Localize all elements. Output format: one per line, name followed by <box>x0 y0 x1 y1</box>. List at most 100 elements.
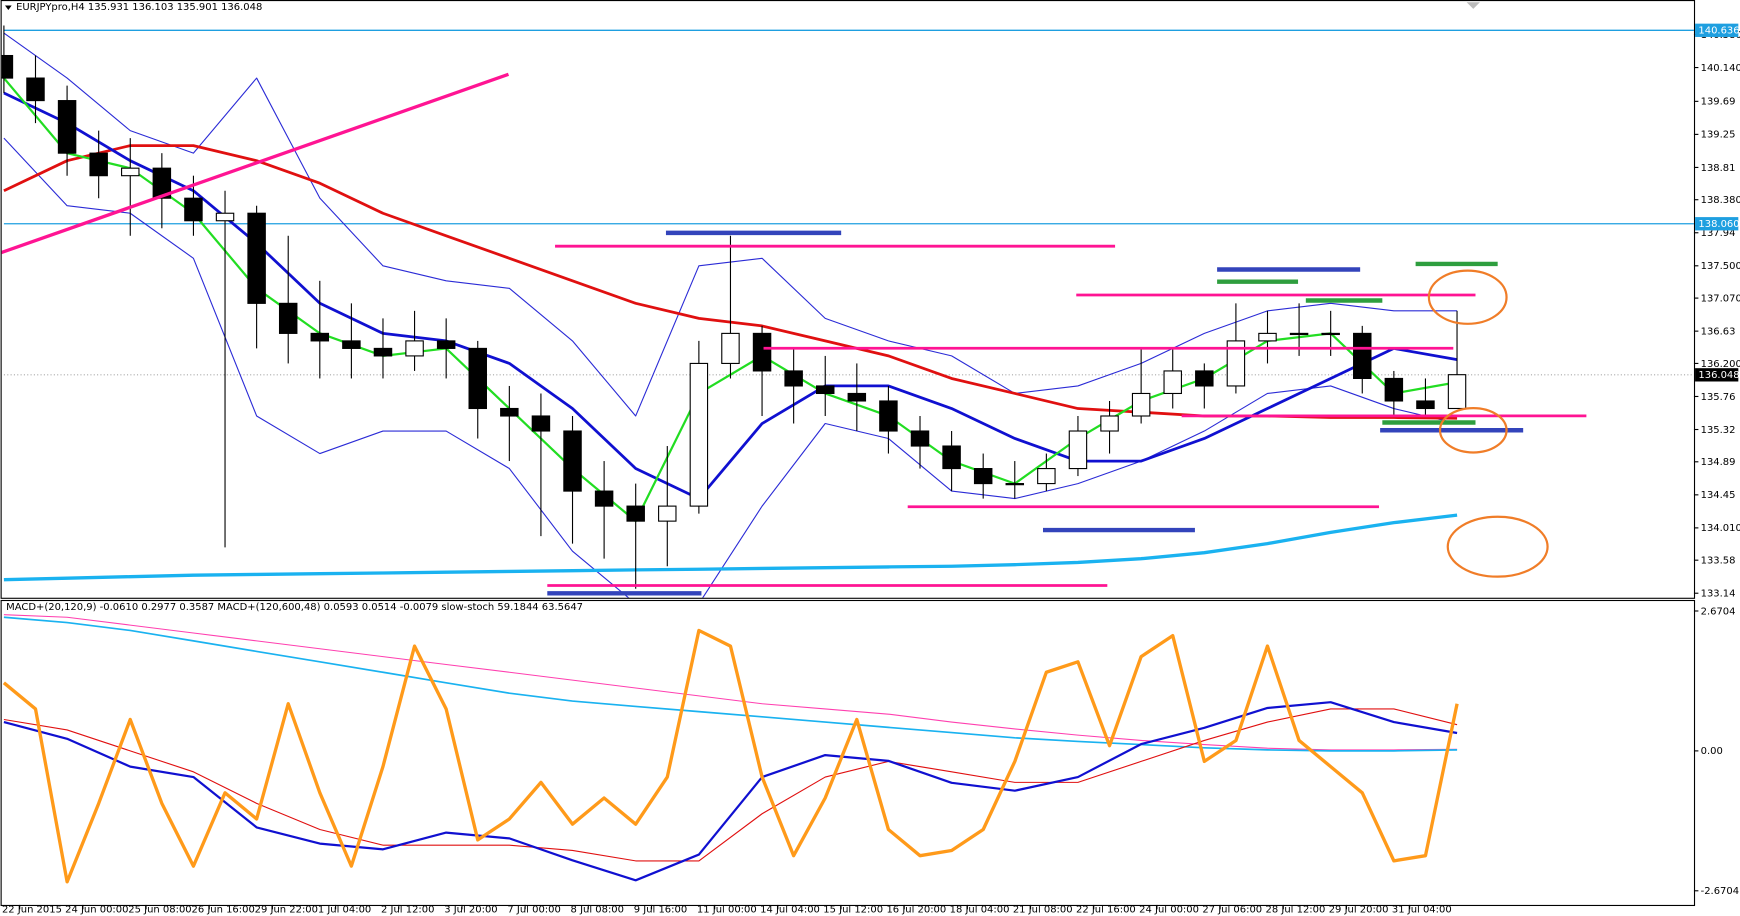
candle-body <box>531 415 551 432</box>
last-price-box <box>1695 368 1739 382</box>
candle-body <box>1447 374 1467 410</box>
y-tick-label: 137.070 <box>1701 293 1740 304</box>
candle-body <box>847 392 867 402</box>
y-tick-label: 138.380 <box>1701 195 1740 206</box>
candle-body <box>121 167 140 177</box>
x-tick-label: 27 Jul 06:00 <box>1202 905 1262 916</box>
x-tick-label: 26 Jun 16:00 <box>191 905 254 916</box>
y-tick-label: -2.6704 <box>1701 886 1739 897</box>
indicator-line <box>3 701 1458 882</box>
highlight-ellipse <box>1438 406 1508 454</box>
candle-body <box>942 445 961 470</box>
y-tick-label: 136.63 <box>1701 326 1736 337</box>
x-tick-label: 1 Jul 04:00 <box>318 905 371 916</box>
candle-body <box>721 332 740 364</box>
title-arrow <box>5 5 12 10</box>
y-tick-label: 137.94 <box>1701 228 1736 239</box>
candle-body <box>1289 332 1309 336</box>
x-tick-label: 24 Jul 00:00 <box>1139 905 1199 916</box>
candle-body <box>563 430 582 492</box>
candle-body <box>626 505 645 522</box>
y-tick-label: 136.200 <box>1701 359 1740 370</box>
candle-body <box>658 505 677 522</box>
candle-body <box>247 212 266 304</box>
y-tick-label: 139.25 <box>1701 130 1736 141</box>
candle-body <box>973 468 993 485</box>
y-tick-label: 0.00 <box>1701 746 1723 757</box>
level-label: 138.060 <box>1698 219 1739 230</box>
drawings <box>1 72 1587 596</box>
stochastic-line <box>2 628 1459 884</box>
candle-body <box>57 100 77 154</box>
candle-body <box>1163 370 1182 395</box>
candle-body <box>152 167 172 199</box>
candle-body <box>1195 370 1214 387</box>
x-tick-label: 28 Jul 12:00 <box>1266 905 1326 916</box>
candle-body <box>89 152 108 177</box>
candle-body <box>1416 400 1435 410</box>
x-tick-label: 9 Jul 16:00 <box>634 905 687 916</box>
candle-body <box>1226 340 1246 387</box>
candle-body <box>1131 392 1151 417</box>
candle-body <box>594 490 614 507</box>
x-tick-label: 11 Jul 00:00 <box>697 905 757 916</box>
y-tick-label: 2.6704 <box>1701 606 1736 617</box>
shift-marker <box>1466 2 1480 9</box>
candle-body <box>689 362 709 507</box>
y-tick-label: 138.81 <box>1701 163 1736 174</box>
x-tick-label: 8 Jul 08:00 <box>571 905 624 916</box>
candle-body <box>1353 332 1372 380</box>
x-tick-label: 2 Jul 12:00 <box>381 905 434 916</box>
x-tick-label: 29 Jul 20:00 <box>1329 905 1389 916</box>
candle-body <box>1 54 14 79</box>
y-tick-label: 137.500 <box>1701 261 1740 272</box>
candle-body <box>184 197 203 222</box>
x-tick-label: 21 Jul 08:00 <box>1013 905 1073 916</box>
x-tick-label: 15 Jul 12:00 <box>823 905 883 916</box>
highlight-ellipse <box>1427 269 1508 325</box>
x-tick-label: 25 Jun 08:00 <box>128 905 191 916</box>
candle-body <box>373 347 393 357</box>
y-tick-label: 134.89 <box>1701 457 1736 468</box>
level-label: 140.636 <box>1698 26 1739 37</box>
candle-body <box>26 77 45 102</box>
y-tick-label: 140.140 <box>1701 63 1740 74</box>
indicator-label: MACD+(20,120,9) -0.0610 0.2977 0.3587 MA… <box>6 602 583 613</box>
candle-body <box>500 407 519 417</box>
level-label-box <box>1695 23 1739 37</box>
moving-average <box>3 513 1458 582</box>
indicator-line <box>3 614 1458 751</box>
candle-body <box>784 370 803 387</box>
candle-body <box>215 212 235 222</box>
candle-body <box>310 332 330 342</box>
candle-body <box>752 332 772 372</box>
level-label-box <box>1695 217 1739 231</box>
candle-body <box>1037 468 1056 485</box>
y-tick-label: 133.14 <box>1701 589 1736 600</box>
x-tick-label: 3 Jul 20:00 <box>444 905 497 916</box>
candle-body <box>815 385 835 395</box>
x-tick-label: 18 Jul 04:00 <box>950 905 1010 916</box>
y-tick-label: 134.45 <box>1701 490 1736 501</box>
y-tick-label: 139.69 <box>1701 97 1736 108</box>
candle-body <box>1005 483 1025 486</box>
candle-body <box>278 302 298 334</box>
candle-body <box>405 340 424 357</box>
x-tick-label: 14 Jul 04:00 <box>760 905 820 916</box>
candle-body <box>436 340 456 349</box>
indicator-pane <box>2 614 1459 884</box>
x-tick-label: 22 Jun 2015 <box>2 905 62 916</box>
last-price-label: 136.048 <box>1698 370 1739 381</box>
moving-average <box>3 91 1458 500</box>
y-tick-label: 133.58 <box>1701 556 1736 567</box>
x-tick-label: 29 Jun 22:00 <box>255 905 318 916</box>
y-tick-label: 135.76 <box>1701 392 1736 403</box>
x-tick-label: 16 Jul 20:00 <box>886 905 946 916</box>
candle-body <box>879 400 898 432</box>
candle-body <box>910 430 930 447</box>
candle-body <box>1068 430 1088 470</box>
x-tick-label: 22 Jul 16:00 <box>1076 905 1136 916</box>
